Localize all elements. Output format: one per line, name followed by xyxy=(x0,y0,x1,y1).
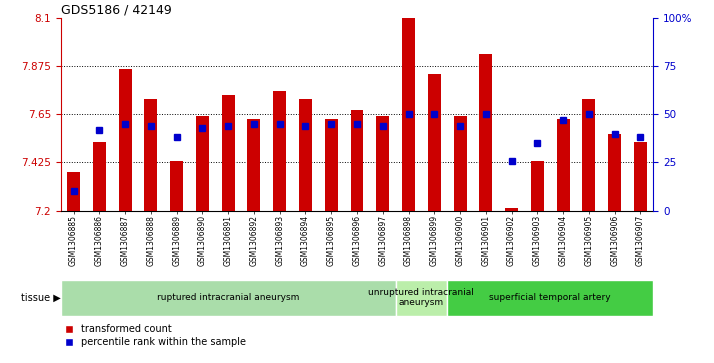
Bar xyxy=(170,162,183,211)
Bar xyxy=(557,119,570,211)
Bar xyxy=(93,142,106,211)
Bar xyxy=(396,280,447,316)
Bar xyxy=(505,208,518,211)
Legend: transformed count, percentile rank within the sample: transformed count, percentile rank withi… xyxy=(66,324,246,347)
Bar xyxy=(67,172,80,211)
Text: unruptured intracranial
aneurysm: unruptured intracranial aneurysm xyxy=(368,288,474,307)
Bar xyxy=(325,119,338,211)
Bar xyxy=(119,69,131,211)
Bar xyxy=(531,162,544,211)
Bar xyxy=(351,110,363,211)
Bar xyxy=(583,99,595,211)
Bar xyxy=(196,117,208,211)
Bar xyxy=(402,18,415,211)
Text: superficial temporal artery: superficial temporal artery xyxy=(489,293,611,302)
Bar xyxy=(144,99,157,211)
Bar xyxy=(608,134,621,211)
Bar xyxy=(376,117,389,211)
Bar xyxy=(428,74,441,211)
Bar xyxy=(222,95,235,211)
Bar xyxy=(248,119,261,211)
Text: ruptured intracranial aneurysm: ruptured intracranial aneurysm xyxy=(157,293,299,302)
Bar xyxy=(61,280,396,316)
Bar xyxy=(479,54,492,211)
Bar xyxy=(273,91,286,211)
Text: tissue ▶: tissue ▶ xyxy=(21,293,61,303)
Bar xyxy=(447,280,653,316)
Bar xyxy=(299,99,312,211)
Text: GDS5186 / 42149: GDS5186 / 42149 xyxy=(61,4,171,17)
Bar xyxy=(634,142,647,211)
Bar xyxy=(453,117,466,211)
